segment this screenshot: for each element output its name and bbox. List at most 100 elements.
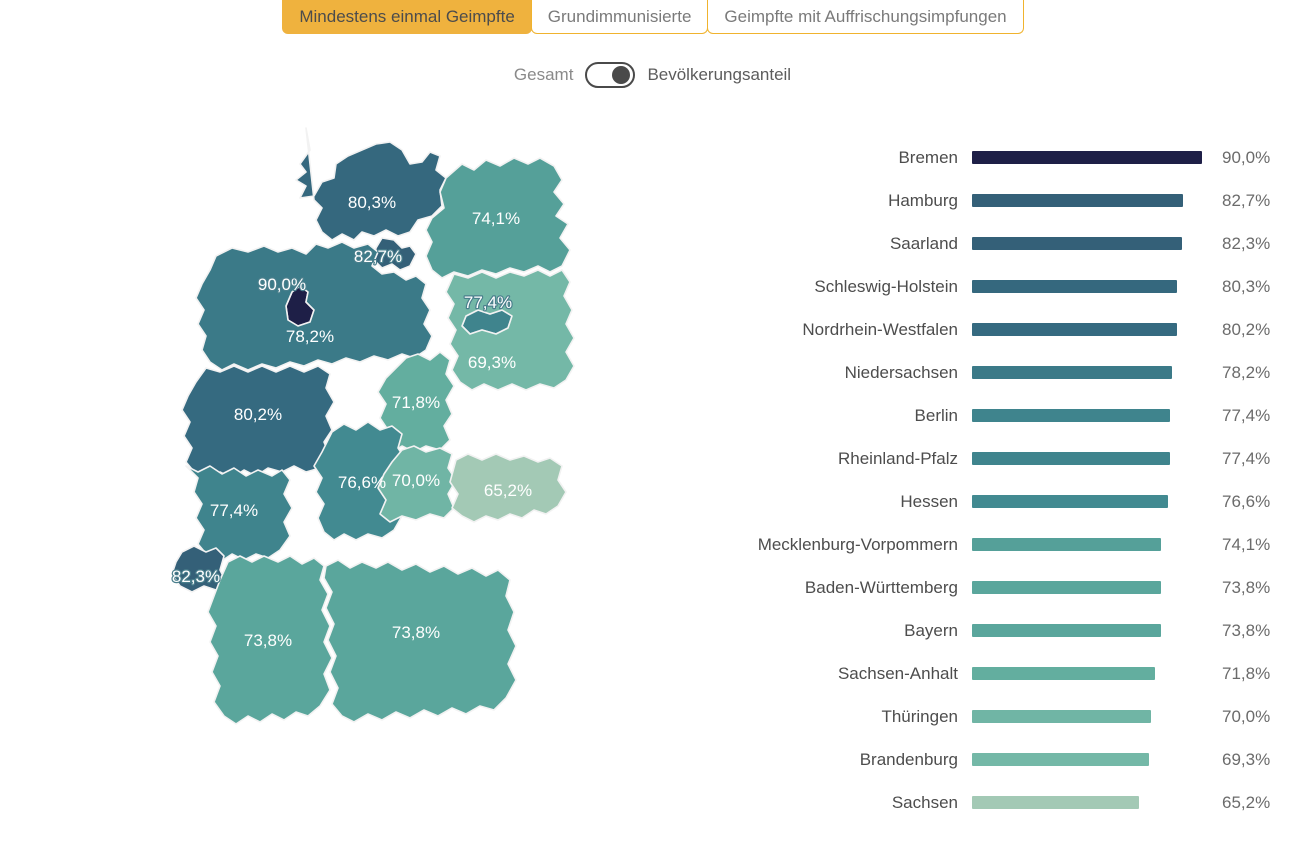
bar-row[interactable]: Mecklenburg-Vorpommern 74,1% [700, 523, 1280, 566]
map-region-baden-w-rttemberg[interactable]: Baden-Württemberg [207, 555, 333, 725]
bar-category-label: Rheinland-Pfalz [837, 448, 958, 468]
bar-track [972, 366, 1212, 379]
map-region-niedersachsen[interactable]: Niedersachsen [195, 241, 433, 371]
bar-value-label: 82,3% [1222, 233, 1271, 253]
bar-value-label: 71,8% [1222, 663, 1271, 683]
bar-category-label: Schleswig-Holstein [814, 276, 958, 296]
bar [972, 194, 1184, 207]
bar-track [972, 538, 1212, 551]
toggle-switch[interactable] [585, 62, 636, 88]
bar [972, 796, 1139, 809]
tab-group: Mindestens einmal Geimpfte Grundimmunisi… [282, 0, 1024, 34]
bar-value-label: 73,8% [1222, 577, 1271, 597]
bar-category-label: Berlin [914, 405, 958, 425]
map-region-nordrhein-westfalen[interactable]: Nordrhein-Westfalen [181, 365, 335, 481]
bar-category-label: Bayern [904, 620, 958, 640]
map-region-rheinland-pfalz[interactable]: Rheinland-Pfalz [185, 465, 293, 563]
bar-track [972, 452, 1212, 465]
map-region-brandenburg[interactable]: Brandenburg [445, 269, 575, 391]
bar-value-label: 70,0% [1222, 706, 1271, 726]
bar-row[interactable]: Sachsen-Anhalt 71,8% [700, 652, 1280, 695]
bar-row[interactable]: Schleswig-Holstein 80,3% [700, 265, 1280, 308]
map-region-sachsen-anhalt[interactable]: Sachsen-Anhalt [377, 351, 455, 453]
bar-track [972, 409, 1212, 422]
bar-category-label: Sachsen-Anhalt [837, 663, 958, 683]
map-region-hamburg[interactable]: Hamburg [373, 237, 417, 271]
map-region-sachsen[interactable]: Sachsen [449, 453, 567, 523]
bar-value-label: 90,0% [1222, 147, 1271, 167]
bar-category-label: Niedersachsen [844, 362, 958, 382]
bar [972, 151, 1202, 164]
bar-row[interactable]: Saarland 82,3% [700, 222, 1280, 265]
bar [972, 280, 1178, 293]
bar-row[interactable]: Niedersachsen 78,2% [700, 351, 1280, 394]
bar-category-label: Sachsen [891, 792, 958, 812]
toggle-label-bevoelkerungsanteil: Bevölkerungsanteil [647, 65, 792, 84]
bar [972, 624, 1161, 637]
bar-track [972, 581, 1212, 594]
bar-row[interactable]: Thüringen 70,0% [700, 695, 1280, 738]
bar [972, 667, 1156, 680]
bar-value-label: 77,4% [1222, 448, 1271, 468]
bar-row[interactable]: Hessen 76,6% [700, 480, 1280, 523]
bar [972, 366, 1172, 379]
bar [972, 452, 1170, 465]
map-region-mecklenburg-vorpommern[interactable]: Mecklenburg-Vorpommern [425, 157, 571, 279]
bar [972, 581, 1161, 594]
bar-track [972, 237, 1212, 250]
tab-mindestens-einmal-geimpfte[interactable]: Mindestens einmal Geimpfte [282, 0, 532, 34]
tab-geimpfte-mit-auffrischungsimpfungen[interactable]: Geimpfte mit Auffrischungsimpfungen [707, 0, 1024, 34]
bar [972, 237, 1183, 250]
bar-row[interactable]: Berlin 77,4% [700, 394, 1280, 437]
bar [972, 323, 1177, 336]
bar-value-label: 73,8% [1222, 620, 1271, 640]
bar-category-label: Brandenburg [859, 749, 958, 769]
bar [972, 495, 1168, 508]
bar-value-label: 77,4% [1222, 405, 1271, 425]
bar-value-label: 74,1% [1222, 534, 1271, 554]
bar-row[interactable]: Sachsen 65,2% [700, 781, 1280, 824]
bar-row[interactable]: Rheinland-Pfalz 77,4% [700, 437, 1280, 480]
bar-track [972, 753, 1212, 766]
map-region-bayern[interactable]: Bayern [323, 559, 517, 723]
bar-category-label: Nordrhein-Westfalen [802, 319, 958, 339]
bar [972, 538, 1162, 551]
bar-category-label: Bremen [898, 147, 958, 167]
bar-track [972, 667, 1212, 680]
map-region-schleswig-holstein[interactable]: Schleswig-Holstein [295, 127, 447, 241]
bar-value-label: 80,3% [1222, 276, 1271, 296]
bar-row[interactable]: Brandenburg 69,3% [700, 738, 1280, 781]
toggle-label-gesamt: Gesamt [513, 65, 574, 84]
bar-chart: Bremen 90,0% Hamburg 82,7% Saarland 82,3% Schl… [700, 136, 1280, 824]
bar-track [972, 194, 1212, 207]
bar-track [972, 280, 1212, 293]
bar-track [972, 151, 1212, 164]
bar-row[interactable]: Bayern 73,8% [700, 609, 1280, 652]
bar [972, 409, 1170, 422]
toggle-knob [612, 66, 631, 84]
bar-category-label: Saarland [889, 233, 958, 253]
display-mode-toggle-row: Gesamt Bevölkerungsanteil [0, 62, 1305, 88]
bar-category-label: Baden-Württemberg [804, 577, 958, 597]
bar-row[interactable]: Hamburg 82,7% [700, 179, 1280, 222]
bar-category-label: Hessen [900, 491, 958, 511]
bar-track [972, 624, 1212, 637]
bar [972, 710, 1151, 723]
bar-track [972, 796, 1212, 809]
bar-row[interactable]: Bremen 90,0% [700, 136, 1280, 179]
bar-value-label: 78,2% [1222, 362, 1271, 382]
map-region-th-ringen[interactable]: Thüringen [377, 445, 457, 523]
bar-category-label: Thüringen [881, 706, 958, 726]
bar-track [972, 323, 1212, 336]
tab-grundimmunisierte[interactable]: Grundimmunisierte [530, 0, 709, 34]
bar-track [972, 495, 1212, 508]
bar-value-label: 65,2% [1222, 792, 1271, 812]
bar-value-label: 76,6% [1222, 491, 1271, 511]
bar-value-label: 80,2% [1222, 319, 1271, 339]
bar-value-label: 82,7% [1222, 190, 1271, 210]
bar-track [972, 710, 1212, 723]
bar-row[interactable]: Nordrhein-Westfalen 80,2% [700, 308, 1280, 351]
bar-row[interactable]: Baden-Württemberg 73,8% [700, 566, 1280, 609]
tab-bar: Mindestens einmal Geimpfte Grundimmunisi… [0, 0, 1305, 40]
bar-value-label: 69,3% [1222, 749, 1271, 769]
